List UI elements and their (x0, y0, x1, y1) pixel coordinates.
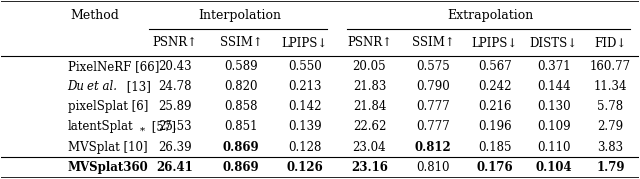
Text: SSIM↑: SSIM↑ (412, 36, 454, 49)
Text: 5.78: 5.78 (597, 100, 623, 113)
Text: 23.16: 23.16 (351, 161, 388, 173)
Text: 0.196: 0.196 (478, 120, 511, 134)
Text: LPIPS↓: LPIPS↓ (282, 36, 328, 49)
Text: 0.126: 0.126 (286, 161, 323, 173)
Text: DISTS↓: DISTS↓ (530, 36, 578, 49)
Text: 0.130: 0.130 (537, 100, 571, 113)
Text: 0.185: 0.185 (478, 141, 511, 154)
Text: 21.83: 21.83 (353, 80, 386, 93)
Text: latentSplat: latentSplat (68, 120, 133, 134)
Text: 0.176: 0.176 (476, 161, 513, 173)
Text: [13]: [13] (123, 80, 151, 93)
Text: 0.110: 0.110 (537, 141, 571, 154)
Text: FID↓: FID↓ (595, 36, 627, 49)
Text: MVSplat [10]: MVSplat [10] (68, 141, 147, 154)
Text: 0.139: 0.139 (288, 120, 321, 134)
Text: 11.34: 11.34 (594, 80, 627, 93)
Text: Extrapolation: Extrapolation (447, 9, 533, 22)
Text: 26.39: 26.39 (157, 141, 191, 154)
Text: PixelNeRF [66]: PixelNeRF [66] (68, 60, 159, 73)
Text: 22.62: 22.62 (353, 120, 386, 134)
Text: 20.43: 20.43 (157, 60, 191, 73)
Text: 0.216: 0.216 (478, 100, 511, 113)
Text: 0.790: 0.790 (417, 80, 450, 93)
Text: LPIPS↓: LPIPS↓ (472, 36, 518, 49)
Text: pixelSplat [6]: pixelSplat [6] (68, 100, 148, 113)
Text: 0.851: 0.851 (224, 120, 258, 134)
Text: 24.78: 24.78 (158, 80, 191, 93)
Text: 0.589: 0.589 (224, 60, 258, 73)
Text: 0.144: 0.144 (537, 80, 571, 93)
Text: PSNR↑: PSNR↑ (152, 36, 197, 49)
Text: SSIM↑: SSIM↑ (220, 36, 262, 49)
Text: 0.142: 0.142 (288, 100, 321, 113)
Text: *: * (140, 127, 145, 136)
Text: 160.77: 160.77 (590, 60, 631, 73)
Text: 23.04: 23.04 (353, 141, 387, 154)
Text: 25.53: 25.53 (157, 120, 191, 134)
Text: 25.89: 25.89 (158, 100, 191, 113)
Text: 0.820: 0.820 (224, 80, 258, 93)
Text: Method: Method (71, 9, 120, 22)
Text: MVSplat360: MVSplat360 (68, 161, 148, 173)
Text: 0.128: 0.128 (288, 141, 321, 154)
Text: 3.83: 3.83 (597, 141, 623, 154)
Text: 0.109: 0.109 (537, 120, 571, 134)
Text: 0.567: 0.567 (478, 60, 511, 73)
Text: 0.242: 0.242 (478, 80, 511, 93)
Text: 0.777: 0.777 (417, 120, 450, 134)
Text: 0.777: 0.777 (417, 100, 450, 113)
Text: 20.05: 20.05 (353, 60, 387, 73)
Text: 0.858: 0.858 (224, 100, 258, 113)
Text: 0.869: 0.869 (223, 161, 259, 173)
Text: 0.550: 0.550 (288, 60, 321, 73)
Text: Du: Du (68, 80, 88, 93)
Text: 0.869: 0.869 (223, 141, 259, 154)
Text: 0.812: 0.812 (415, 141, 452, 154)
Text: 0.810: 0.810 (417, 161, 450, 173)
Text: 21.84: 21.84 (353, 100, 386, 113)
Text: [57]: [57] (148, 120, 177, 134)
Text: et al.: et al. (86, 80, 116, 93)
Text: 26.41: 26.41 (156, 161, 193, 173)
Text: 0.575: 0.575 (417, 60, 450, 73)
Text: 0.213: 0.213 (288, 80, 321, 93)
Text: Interpolation: Interpolation (198, 9, 281, 22)
Text: 0.371: 0.371 (537, 60, 571, 73)
Text: 1.79: 1.79 (596, 161, 625, 173)
Text: PSNR↑: PSNR↑ (347, 36, 392, 49)
Text: 0.104: 0.104 (536, 161, 572, 173)
Text: 2.79: 2.79 (597, 120, 623, 134)
